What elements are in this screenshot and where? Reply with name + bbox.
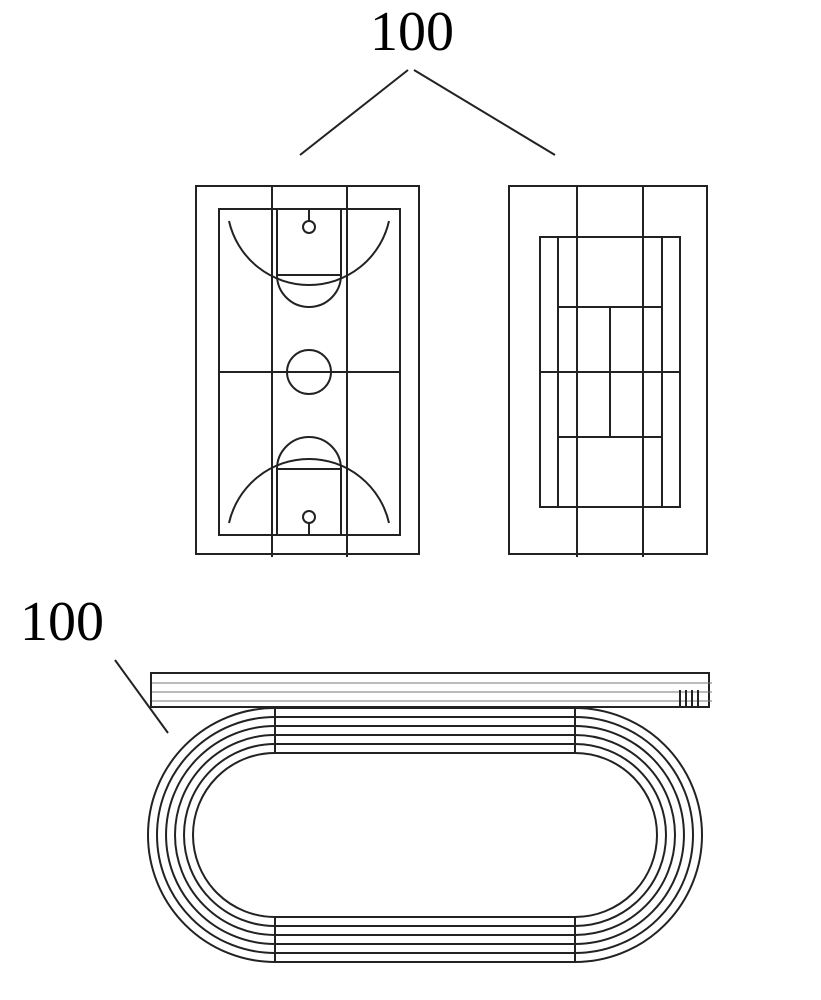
track-oval bbox=[120, 690, 730, 980]
tennis-court-outer bbox=[508, 185, 708, 555]
basketball-court-svg bbox=[197, 187, 422, 557]
basketball-court-outer bbox=[195, 185, 420, 555]
tennis-court-svg bbox=[510, 187, 710, 557]
